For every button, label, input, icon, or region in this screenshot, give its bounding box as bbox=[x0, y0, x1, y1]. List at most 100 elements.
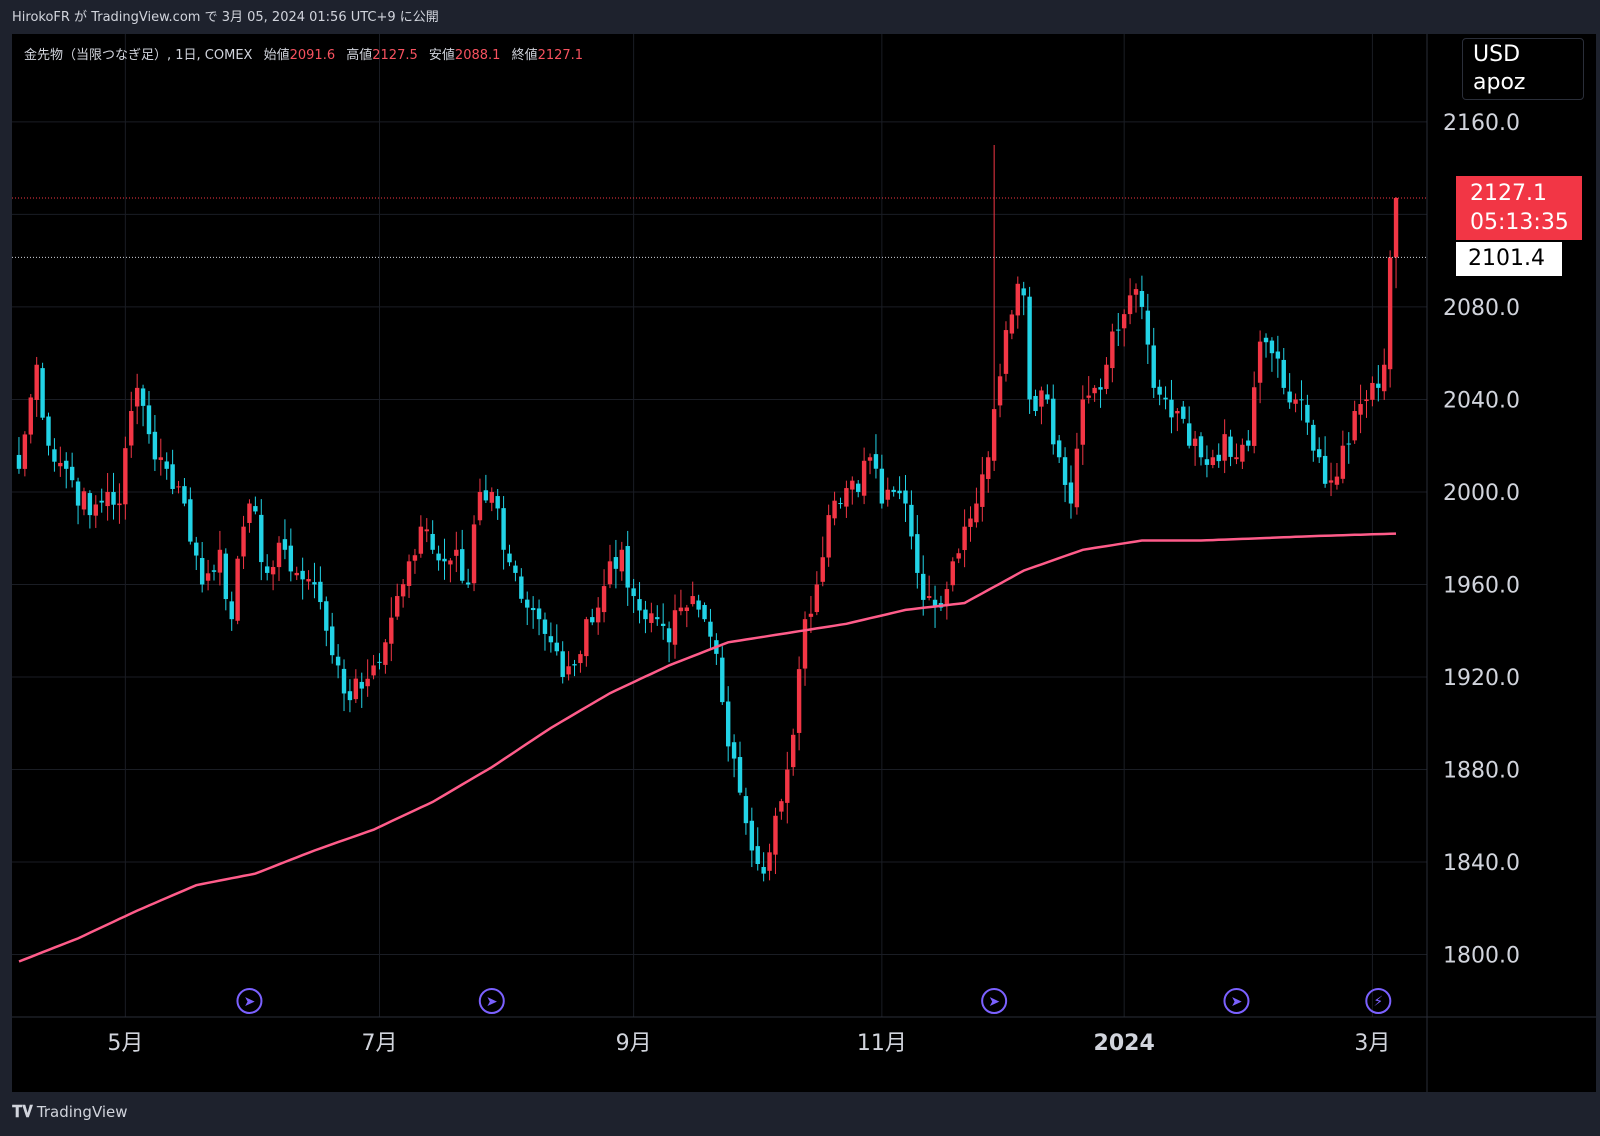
candle-body bbox=[1205, 459, 1209, 465]
candle-body bbox=[295, 573, 299, 575]
candle-body bbox=[34, 365, 38, 400]
tradingview-logo[interactable]: 𝐓𝐕 TradingView bbox=[12, 1102, 128, 1122]
candle-body bbox=[560, 651, 564, 677]
candle-body bbox=[685, 607, 689, 611]
candle-body bbox=[637, 599, 641, 610]
candle-body bbox=[643, 610, 647, 620]
chart-frame[interactable]: 1800.0 1840.0 1880.0 1920.0 1960.0 2000.0 2040… bbox=[12, 34, 1596, 1092]
candle-body bbox=[218, 550, 222, 573]
candle-body bbox=[342, 669, 346, 694]
candle-body bbox=[974, 504, 978, 523]
candle-body bbox=[1016, 284, 1020, 316]
candle-body bbox=[1039, 390, 1043, 406]
candle-body bbox=[1069, 483, 1073, 504]
candle-body bbox=[602, 586, 606, 612]
candle-body bbox=[1087, 396, 1091, 398]
candle-body bbox=[862, 461, 866, 496]
candle-body bbox=[1222, 434, 1226, 461]
candle-body bbox=[442, 559, 446, 562]
candle-body bbox=[667, 628, 671, 642]
candle-body bbox=[1081, 399, 1085, 444]
candle-body bbox=[413, 555, 417, 560]
dividend-event-icon[interactable]: ➤ bbox=[480, 989, 504, 1013]
candle-body bbox=[1358, 404, 1362, 415]
candle-body bbox=[1157, 387, 1161, 395]
candle-body bbox=[1110, 332, 1114, 369]
candle-body bbox=[1128, 295, 1132, 314]
symbol-title: 金先物（当限つなぎ足）, 1日, COMEX bbox=[24, 48, 252, 63]
candle-body bbox=[773, 816, 777, 855]
candle-body bbox=[584, 619, 588, 656]
chart-svg[interactable]: 1800.0 1840.0 1880.0 1920.0 1960.0 2000.0 2040… bbox=[12, 34, 1596, 1092]
candle-body bbox=[1057, 440, 1061, 457]
candle-body bbox=[525, 600, 529, 608]
candle-body bbox=[1317, 449, 1321, 457]
candle-body bbox=[590, 617, 594, 622]
candle-body bbox=[1246, 441, 1250, 446]
publish-line: HirokoFR が TradingView.com で 3月 05, 2024… bbox=[0, 10, 439, 25]
candle-body bbox=[1323, 456, 1327, 484]
candle-body bbox=[519, 576, 523, 598]
candle-body bbox=[626, 546, 630, 588]
candle-body bbox=[791, 735, 795, 767]
candle-body bbox=[330, 626, 334, 655]
x-tick-label: 5月 bbox=[107, 1031, 143, 1056]
candle-body bbox=[537, 608, 541, 619]
x-tick-label: 11月 bbox=[857, 1031, 907, 1056]
candle-body bbox=[235, 559, 239, 621]
publish-header: HirokoFR が TradingView.com で 3月 05, 2024… bbox=[0, 0, 1600, 34]
svg-text:➤: ➤ bbox=[244, 994, 256, 1010]
candle-body bbox=[419, 527, 423, 554]
dividend-event-icon[interactable]: ➤ bbox=[1224, 989, 1248, 1013]
candle-body bbox=[1311, 425, 1315, 451]
candle-body bbox=[1122, 314, 1126, 328]
candle-body bbox=[1199, 436, 1203, 457]
candle-body bbox=[980, 474, 984, 507]
candle-body bbox=[1098, 387, 1102, 389]
y-tick-label: 2160.0 bbox=[1443, 111, 1520, 136]
candle-body bbox=[1352, 411, 1356, 440]
currency-unit-selector[interactable]: USD apoz bbox=[1462, 38, 1584, 100]
candle-body bbox=[620, 550, 624, 572]
candle-body bbox=[1341, 446, 1345, 479]
candle-body bbox=[170, 464, 174, 489]
candle-body bbox=[300, 571, 304, 580]
candle-body bbox=[318, 582, 322, 602]
candle-body bbox=[702, 605, 706, 619]
candle-body bbox=[951, 561, 955, 585]
candle-body bbox=[360, 682, 364, 689]
candle-body bbox=[921, 574, 925, 600]
open-value: 2091.6 bbox=[290, 48, 336, 63]
candle-body bbox=[761, 867, 765, 874]
candle-body bbox=[1282, 360, 1286, 388]
candle-body bbox=[306, 579, 310, 581]
candle-body bbox=[826, 515, 830, 557]
candle-body bbox=[1104, 365, 1108, 389]
candle-body bbox=[1134, 289, 1138, 295]
candle-body bbox=[992, 409, 996, 461]
candle-body bbox=[1276, 352, 1280, 359]
candle-body bbox=[1394, 198, 1398, 257]
candle-body bbox=[206, 573, 210, 580]
candle-body bbox=[147, 405, 151, 434]
y-tick-label: 1800.0 bbox=[1443, 944, 1520, 969]
earnings-event-icon[interactable]: ⚡ bbox=[1366, 989, 1390, 1013]
candle-body bbox=[608, 561, 612, 584]
dividend-event-icon[interactable]: ➤ bbox=[982, 989, 1006, 1013]
candle-body bbox=[868, 457, 872, 460]
candle-body bbox=[1329, 480, 1333, 482]
candle-body bbox=[466, 583, 470, 585]
candle-body bbox=[720, 658, 724, 702]
candle-body bbox=[1293, 399, 1297, 403]
candle-body bbox=[200, 558, 204, 584]
candle-body bbox=[472, 524, 476, 583]
candle-body bbox=[271, 567, 275, 574]
candle-body bbox=[691, 596, 695, 604]
candle-body bbox=[29, 397, 33, 434]
dividend-event-icon[interactable]: ➤ bbox=[237, 989, 261, 1013]
candle-body bbox=[555, 643, 559, 652]
svg-text:➤: ➤ bbox=[988, 994, 1000, 1010]
candle-body bbox=[1027, 297, 1031, 400]
candle-body bbox=[182, 486, 186, 503]
candle-body bbox=[1033, 396, 1037, 411]
